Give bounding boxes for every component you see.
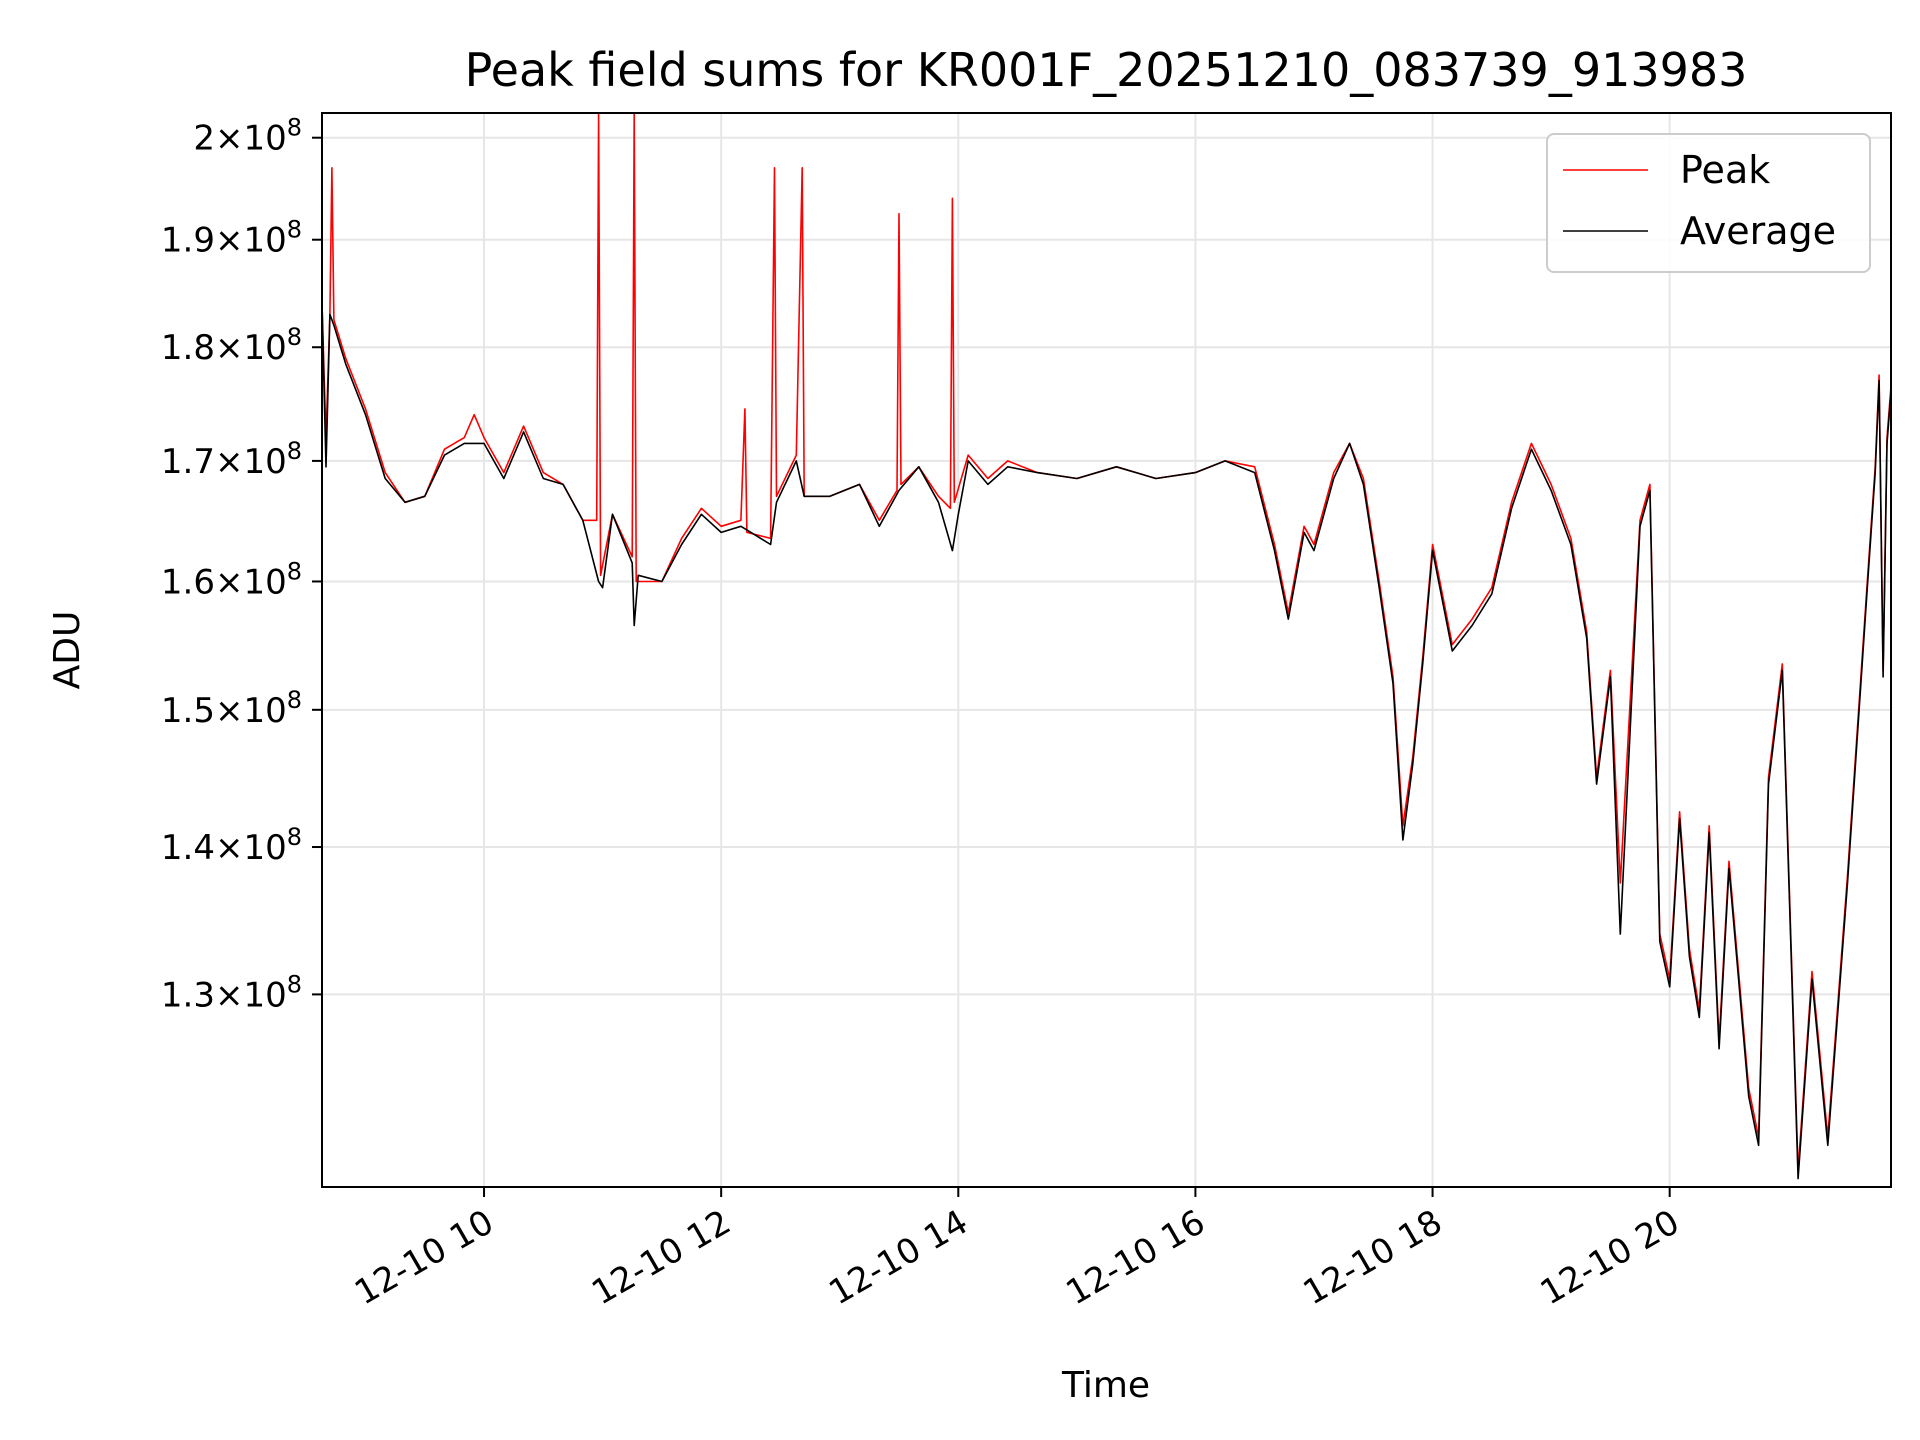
y-tick-label: 1.6×108 bbox=[161, 557, 302, 602]
legend: Peak Average bbox=[1546, 133, 1871, 273]
x-axis-label: Time bbox=[1061, 1365, 1150, 1406]
y-tick-label: 2×108 bbox=[193, 114, 302, 159]
legend-box bbox=[1546, 133, 1871, 273]
y-tick-label: 1.3×108 bbox=[161, 970, 302, 1015]
plot-frame bbox=[321, 112, 1892, 1188]
y-tick-label: 1.8×108 bbox=[161, 323, 302, 368]
y-tick-label: 1.4×108 bbox=[161, 823, 302, 868]
y-axis-label: ADU bbox=[47, 611, 88, 690]
series-layer bbox=[322, 113, 1891, 1180]
legend-label-peak: Peak bbox=[1680, 148, 1770, 192]
gridlines bbox=[322, 113, 1891, 1187]
chart-title: Peak field sums for KR001F_20251210_0837… bbox=[465, 43, 1748, 97]
legend-label-average: Average bbox=[1680, 209, 1836, 253]
y-axis: 1.3×108 1.4×108 1.5×108 1.6×108 1.7×108 1.8×1… bbox=[161, 114, 322, 1015]
y-tick-label: 1.7×108 bbox=[161, 437, 302, 482]
y-tick-label: 1.9×108 bbox=[161, 216, 302, 261]
y-tick-label: 1.5×108 bbox=[161, 686, 302, 731]
series-line-average bbox=[322, 303, 1891, 1180]
